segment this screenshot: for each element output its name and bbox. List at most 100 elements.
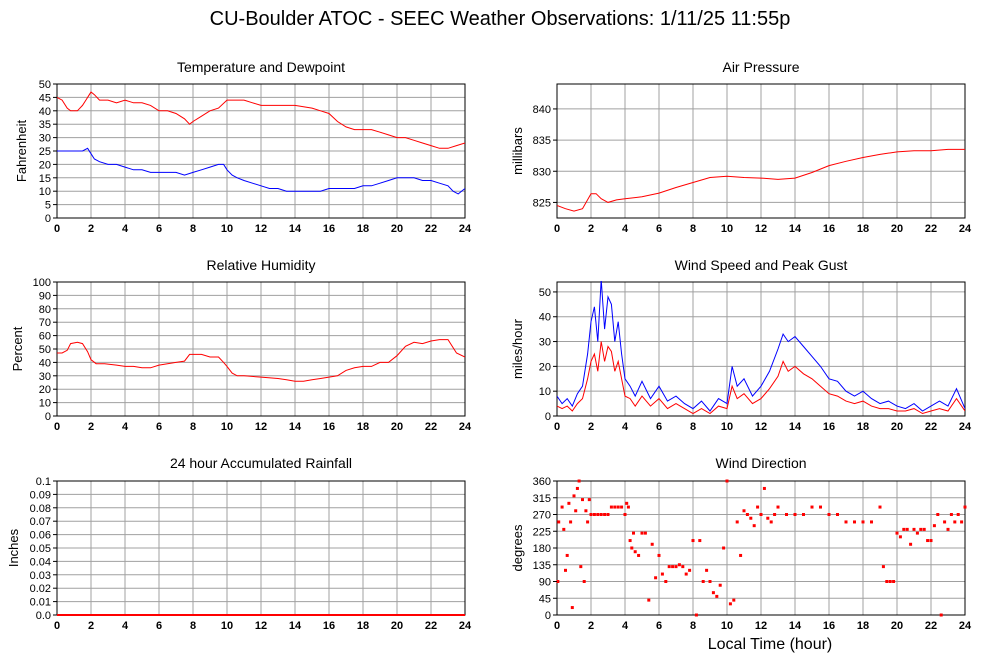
y-tick-label: 830	[533, 166, 551, 178]
x-tick-label: 20	[391, 223, 403, 235]
x-tick-label: 18	[857, 223, 869, 235]
direction-point	[810, 505, 814, 509]
direction-point	[681, 565, 685, 569]
direction-point	[718, 583, 722, 587]
direction-point	[827, 513, 831, 516]
x-tick-label: 2	[88, 620, 94, 632]
direction-point	[587, 498, 591, 502]
direction-point	[560, 505, 564, 509]
direction-point	[620, 505, 624, 509]
x-tick-label: 8	[690, 620, 696, 632]
x-tick-label: 18	[857, 421, 869, 433]
y-tick-label: 10	[39, 186, 51, 198]
direction-point	[603, 513, 607, 516]
direction-point	[569, 520, 573, 524]
direction-point	[735, 520, 739, 524]
direction-point	[949, 513, 953, 516]
y-axis-label: Fahrenheit	[14, 120, 29, 183]
x-tick-label: 0	[54, 223, 60, 235]
y-tick-label: 840	[533, 104, 551, 116]
direction-point	[589, 513, 593, 516]
x-axis-label: Local Time (hour)	[707, 636, 833, 653]
chart-title: Wind Speed and Peak Gust	[675, 257, 848, 273]
plot-frame	[556, 83, 966, 219]
direction-point	[762, 486, 766, 490]
direction-point	[861, 520, 865, 524]
x-tick-label: 6	[656, 223, 662, 235]
y-tick-label: 0	[45, 213, 51, 225]
y-tick-label: 10	[539, 386, 551, 398]
direction-point	[881, 565, 885, 569]
direction-point	[756, 505, 760, 509]
temperature-dewpoint-chart: 0 2 4 6 8 10 12 14 16 18 20 22 24 0 5 10 15 20 25 30 35 40 45 5…	[0, 0, 500, 240]
direction-point	[684, 572, 688, 576]
direction-point	[725, 479, 729, 483]
y-tick-label: 0.02	[30, 583, 51, 595]
direction-point	[579, 565, 583, 569]
y-tick-label: 25	[39, 146, 51, 158]
series-line-0	[557, 148, 965, 212]
x-tick-label: 4	[122, 421, 129, 433]
air-pressure-chart: 0 2 4 6 8 10 12 14 16 18 20 22 24 825 830 835 840 Air Pre…	[0, 0, 1000, 240]
x-tick-label: 24	[959, 620, 972, 632]
y-tick-label: 0.04	[30, 556, 51, 568]
direction-point	[802, 513, 805, 516]
y-tick-label: 0.01	[30, 597, 51, 609]
direction-point	[674, 565, 678, 569]
y-tick-label: 825	[533, 197, 551, 209]
x-tick-label: 20	[891, 223, 903, 235]
y-tick-label: 40	[39, 106, 51, 118]
y-tick-label: 0	[545, 411, 551, 423]
y-tick-label: 0	[545, 610, 551, 622]
rh-svg: 0 2 4 6 8 10 12 14 16 18 20 22 240102030405060708090…	[10, 257, 472, 433]
x-tick-label: 10	[221, 223, 233, 235]
y-tick-label: 315	[533, 493, 551, 505]
direction-point	[567, 501, 571, 505]
wdir-svg: 0 2 4 6 8 10 12 14 16 18 20 22 240459013518022527031…	[510, 455, 972, 632]
y-tick-label: 45	[539, 593, 551, 605]
direction-point	[640, 531, 644, 535]
wind-direction-chart: 0 2 4 6 8 10 12 14 16 18 20 22 24 0 45 90 135 180 225 270 31…	[510, 455, 972, 632]
x-tick-label: 22	[925, 421, 937, 433]
direction-point	[742, 509, 746, 513]
y-tick-label: 50	[539, 287, 551, 299]
x-tick-label: 4	[622, 421, 629, 433]
direction-point	[922, 527, 926, 531]
direction-point	[885, 580, 889, 583]
chart-title: 24 hour Accumulated Rainfall	[170, 455, 352, 471]
x-tick-label: 24	[459, 421, 472, 433]
x-tick-label: 24	[459, 620, 472, 632]
x-tick-label: 12	[755, 421, 767, 433]
direction-point	[565, 553, 569, 557]
direction-point	[592, 513, 596, 516]
series-line-1	[57, 147, 465, 195]
direction-point	[632, 531, 635, 535]
direction-point	[657, 553, 661, 557]
x-tick-label: 22	[925, 223, 937, 235]
y-tick-label: 0.09	[30, 489, 51, 501]
x-tick-label: 2	[588, 421, 594, 433]
direction-point	[929, 539, 933, 543]
direction-point	[584, 509, 588, 513]
direction-point	[606, 513, 610, 516]
direction-point	[633, 550, 637, 554]
y-axis-label: miles/hour	[510, 318, 525, 379]
x-tick-label: 20	[391, 421, 403, 433]
direction-point	[574, 509, 578, 513]
direction-point	[599, 513, 603, 516]
x-tick-label: 10	[721, 421, 733, 433]
y-tick-label: 30	[539, 337, 551, 349]
x-tick-label: 16	[823, 620, 835, 632]
y-tick-label: 0.0	[36, 610, 51, 622]
direction-point	[572, 494, 576, 498]
x-tick-label: 10	[721, 620, 733, 632]
direction-point	[625, 501, 629, 505]
direction-point	[909, 542, 913, 546]
direction-point	[582, 580, 586, 583]
x-tick-label: 16	[823, 223, 835, 235]
x-tick-label: 10	[721, 223, 733, 235]
page-title: CU-Boulder ATOC - SEEC Weather Observati…	[209, 8, 791, 30]
y-tick-label: 35	[39, 119, 51, 131]
direction-point	[793, 513, 797, 516]
direction-point	[637, 553, 641, 557]
